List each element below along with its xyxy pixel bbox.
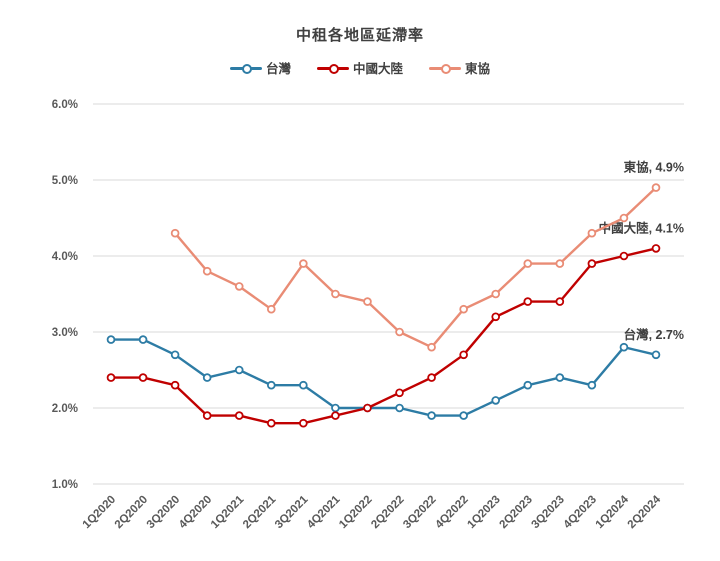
- data-point-marker: [395, 403, 404, 413]
- data-point-marker: [234, 411, 244, 420]
- data-point-marker: [651, 183, 661, 192]
- x-axis-tick-label: 3Q2023: [530, 494, 567, 531]
- y-axis-tick-label: 2.0%: [52, 403, 78, 415]
- data-point-marker: [299, 418, 308, 428]
- data-point-marker: [106, 373, 116, 382]
- data-point-marker: [651, 350, 661, 360]
- data-point-marker: [170, 350, 180, 360]
- data-point-marker: [491, 289, 501, 299]
- data-point-marker: [234, 365, 244, 375]
- series-end-label-東協: 東協, 4.9%: [624, 160, 684, 175]
- x-axis-tick-label: 2Q2021: [241, 493, 279, 531]
- x-axis-tick-label: 4Q2022: [433, 494, 470, 531]
- series-line-中國大陸: [111, 247, 657, 425]
- data-point-marker: [459, 411, 468, 420]
- data-point-marker: [555, 259, 565, 268]
- data-point-marker: [523, 259, 533, 268]
- data-point-marker: [138, 373, 148, 382]
- legend-label: 台灣: [265, 62, 291, 76]
- x-axis-tick-label: 3Q2020: [145, 494, 182, 531]
- data-point-marker: [459, 304, 468, 314]
- chart-legend: 台灣 中國大陸 東協: [0, 58, 720, 77]
- legend-line-marker-icon: [429, 63, 461, 74]
- data-point-marker: [651, 244, 661, 253]
- data-point-marker: [331, 289, 340, 299]
- x-axis-tick-label: 1Q2021: [209, 493, 247, 531]
- data-point-marker: [395, 327, 404, 337]
- series-line-東協: [174, 186, 657, 349]
- data-point-marker: [587, 380, 597, 390]
- x-axis-tick-label: 2Q2023: [497, 494, 534, 531]
- data-point-marker: [234, 282, 244, 291]
- data-point-marker: [266, 304, 276, 314]
- data-point-marker: [331, 403, 340, 413]
- chart-title: 中租各地區延滯率: [295, 27, 424, 44]
- y-axis-tick-label: 3.0%: [52, 327, 78, 339]
- data-point-marker: [587, 259, 597, 268]
- data-point-marker: [202, 373, 212, 382]
- legend-item-1[interactable]: 台灣: [229, 58, 291, 77]
- data-point-marker: [619, 251, 629, 261]
- y-axis-tick-label: 1.0%: [52, 479, 78, 491]
- legend-line-marker-icon: [229, 63, 262, 74]
- data-point-marker: [587, 228, 597, 238]
- data-point-marker: [491, 312, 501, 322]
- data-point-marker: [331, 411, 340, 420]
- data-point-marker: [202, 266, 212, 276]
- legend-item-3[interactable]: 東協: [429, 58, 490, 77]
- series-end-label-中國大陸: 中國大陸, 4.1%: [599, 220, 684, 235]
- y-axis-tick-label: 5.0%: [52, 175, 78, 187]
- series-end-label-台灣: 台灣, 2.7%: [624, 327, 684, 342]
- x-axis-tick-label: 3Q2022: [401, 494, 438, 531]
- data-point-marker: [170, 380, 180, 390]
- data-point-marker: [523, 380, 533, 390]
- data-point-marker: [555, 297, 565, 306]
- x-axis-tick-label: 4Q2021: [305, 493, 343, 531]
- data-point-marker: [427, 411, 436, 420]
- x-axis-tick-label: 4Q2023: [562, 494, 599, 531]
- x-axis-tick-label: 4Q2020: [177, 494, 214, 531]
- data-point-marker: [619, 213, 629, 223]
- x-axis-tick-label: 1Q2020: [81, 494, 118, 531]
- data-point-marker: [427, 373, 436, 382]
- x-axis-tick-label: 2Q2022: [369, 494, 406, 531]
- series-line-台灣: [111, 338, 657, 417]
- x-axis-tick-label: 2Q2024: [626, 493, 664, 531]
- data-point-marker: [266, 418, 276, 428]
- x-axis-tick-label: 1Q2022: [337, 494, 374, 531]
- data-point-marker: [459, 350, 468, 360]
- legend-line-marker-icon: [316, 63, 349, 74]
- data-point-marker: [427, 342, 436, 352]
- data-point-marker: [363, 297, 372, 306]
- legend-label: 中國大陸: [352, 62, 403, 76]
- data-point-marker: [523, 297, 533, 306]
- data-point-marker: [170, 228, 180, 238]
- data-point-marker: [555, 373, 565, 382]
- data-point-marker: [202, 411, 212, 420]
- data-point-marker: [491, 396, 501, 405]
- data-point-marker: [138, 335, 148, 344]
- data-point-marker: [363, 403, 372, 413]
- legend-item-2[interactable]: 中國大陸: [316, 58, 403, 77]
- data-point-marker: [395, 388, 404, 398]
- legend-label: 東協: [465, 62, 491, 76]
- x-axis-tick-label: 3Q2021: [273, 493, 311, 531]
- data-point-marker: [266, 380, 276, 390]
- y-axis-tick-label: 6.0%: [52, 99, 78, 111]
- data-point-marker: [299, 380, 308, 390]
- data-point-marker: [299, 259, 308, 268]
- data-point-marker: [106, 335, 116, 344]
- y-axis-tick-label: 4.0%: [52, 251, 78, 263]
- x-axis-tick-label: 1Q2024: [594, 493, 632, 531]
- data-point-marker: [619, 342, 629, 352]
- x-axis-tick-label: 2Q2020: [113, 494, 150, 531]
- x-axis-tick-label: 1Q2023: [465, 494, 502, 531]
